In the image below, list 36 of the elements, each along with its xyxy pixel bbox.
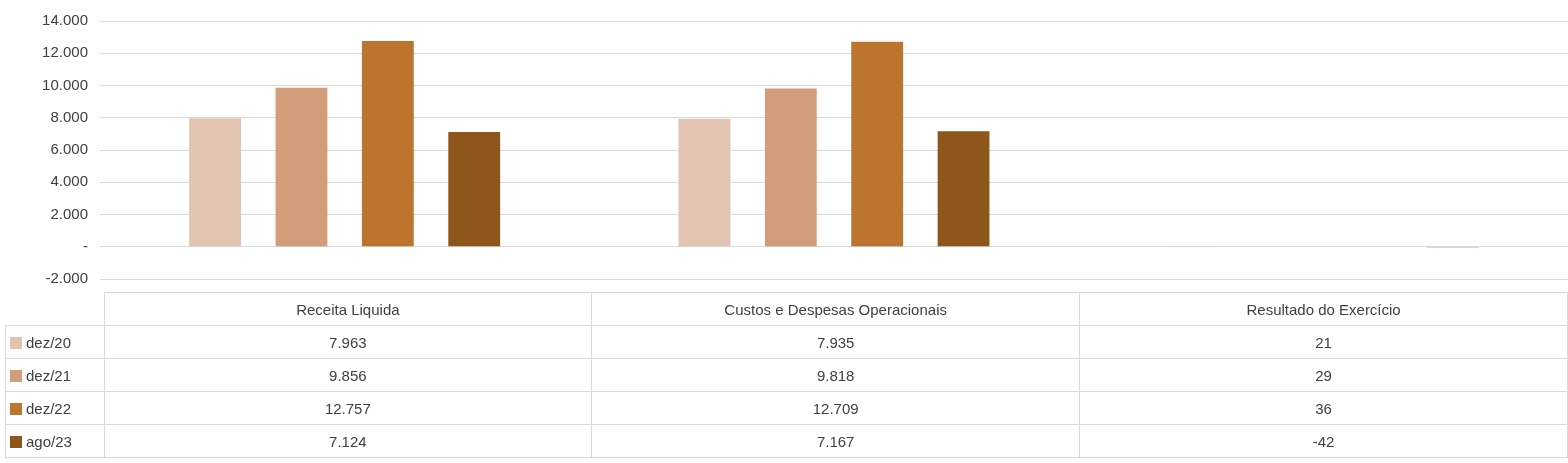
bar — [275, 87, 328, 247]
data-label: 7.935 — [591, 325, 1080, 359]
y-tick-label: 10.000 — [42, 75, 88, 93]
y-tick-label: -2.000 — [45, 269, 88, 287]
data-label: 7.167 — [591, 424, 1080, 458]
legend-label: dez/20 — [5, 325, 105, 359]
y-tick-label: 4.000 — [50, 172, 88, 190]
y-tick-label: 6.000 — [50, 140, 88, 158]
data-label: 9.818 — [591, 358, 1080, 392]
data-label: 12.709 — [591, 391, 1080, 425]
y-tick-label: 14.000 — [42, 11, 88, 29]
x-tick-label: Custos e Despesas Operacionais — [591, 292, 1080, 326]
data-label: -42 — [1079, 424, 1568, 458]
bar — [851, 41, 904, 247]
bar — [764, 88, 817, 247]
data-label: 7.963 — [104, 325, 592, 359]
y-tick-label: 12.000 — [42, 43, 88, 61]
y-tick-label: - — [83, 236, 88, 254]
x-tick-label: Receita Liquida — [104, 292, 592, 326]
data-label: 29 — [1079, 358, 1568, 392]
bar — [189, 118, 242, 247]
bar — [678, 118, 731, 247]
y-tick-label: 8.000 — [50, 107, 88, 125]
data-label: 21 — [1079, 325, 1568, 359]
bar — [361, 41, 414, 247]
x-tick-label: Resultado do Exercício — [1079, 292, 1568, 326]
bar — [937, 131, 990, 247]
legend-label: dez/21 — [5, 358, 105, 392]
data-label: 9.856 — [104, 358, 592, 392]
bar — [448, 131, 501, 247]
legend-label: dez/22 — [5, 391, 105, 425]
data-label: 7.124 — [104, 424, 592, 458]
data-label: 36 — [1079, 391, 1568, 425]
legend-label: ago/23 — [5, 424, 105, 458]
y-tick-label: 2.000 — [50, 204, 88, 222]
data-label: 12.757 — [104, 391, 592, 425]
